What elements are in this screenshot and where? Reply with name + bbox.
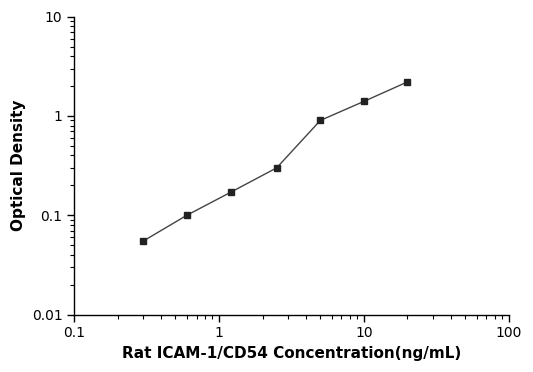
Y-axis label: Optical Density: Optical Density [11,100,26,231]
X-axis label: Rat ICAM-1/CD54 Concentration(ng/mL): Rat ICAM-1/CD54 Concentration(ng/mL) [122,346,461,361]
